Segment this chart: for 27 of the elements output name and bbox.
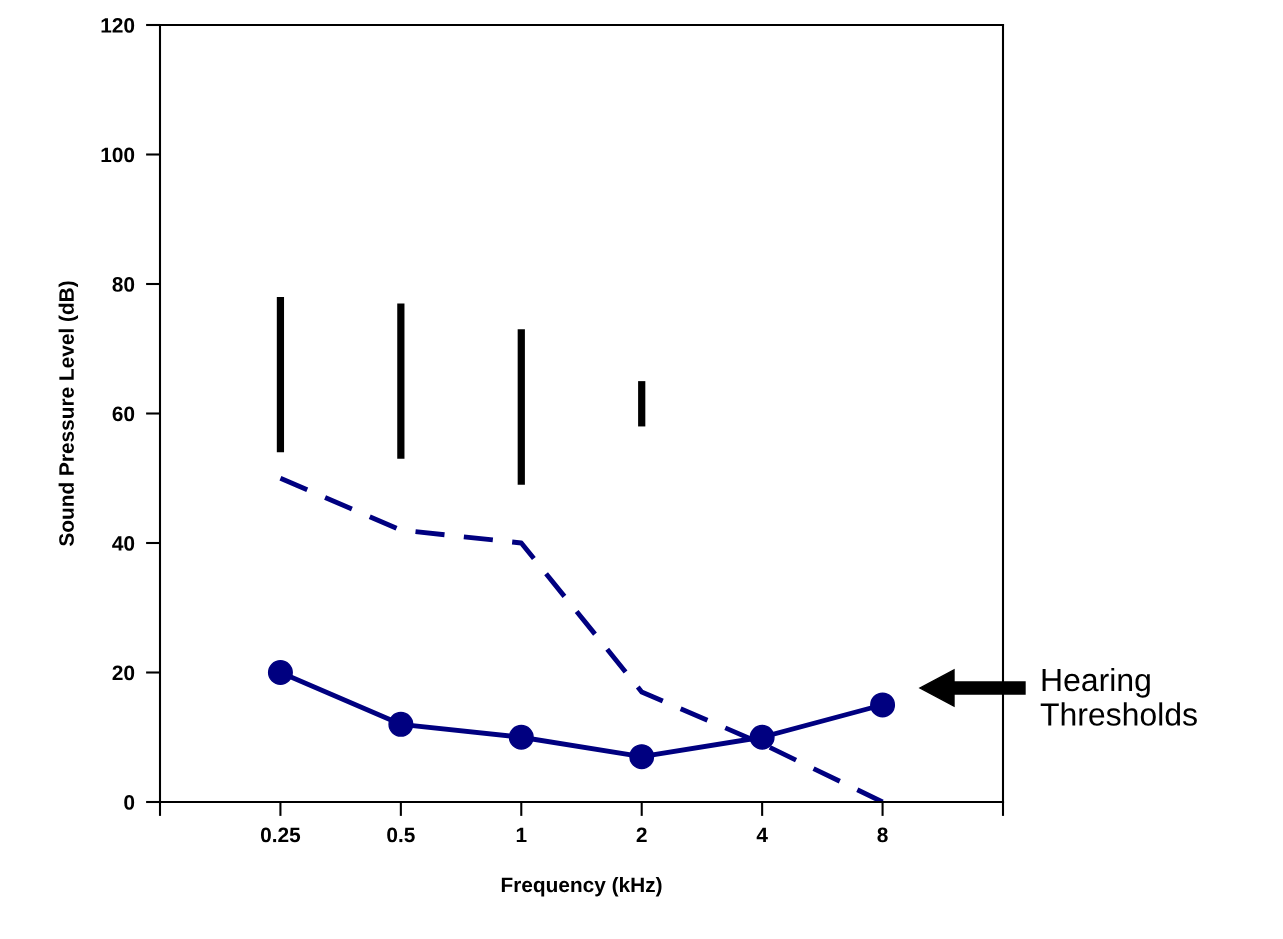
point <box>749 724 775 750</box>
y-tick-label: 0 <box>124 795 135 810</box>
x-tick-label: 1 <box>516 827 527 843</box>
x-tick-label: 0.25 <box>260 827 301 843</box>
point <box>629 744 655 770</box>
point <box>870 692 896 718</box>
y-tick-label: 80 <box>112 277 135 292</box>
text: Hearing Thresholds <box>1040 667 1197 726</box>
point <box>508 724 534 750</box>
point <box>388 711 414 737</box>
point <box>267 659 293 686</box>
x-axis-title: Frequency (kHz) <box>501 876 662 897</box>
y-tick-label: 60 <box>112 406 135 422</box>
y-tick-label: 40 <box>112 536 135 551</box>
y-tick-label: 100 <box>101 147 135 163</box>
bar <box>397 303 405 459</box>
x-tick-label: 8 <box>877 827 888 843</box>
y-tick-label: 120 <box>101 18 135 33</box>
bar <box>517 329 525 485</box>
bar <box>276 296 285 453</box>
bar <box>638 381 646 427</box>
x-tick-label: 2 <box>636 827 647 843</box>
line-series <box>278 475 885 802</box>
x-tick-label: 4 <box>756 827 768 843</box>
y-tick-label: 20 <box>112 665 135 681</box>
x-tick-label: 0.5 <box>387 827 415 843</box>
y-axis-title: Sound Pressure Level (dB) <box>58 281 79 547</box>
